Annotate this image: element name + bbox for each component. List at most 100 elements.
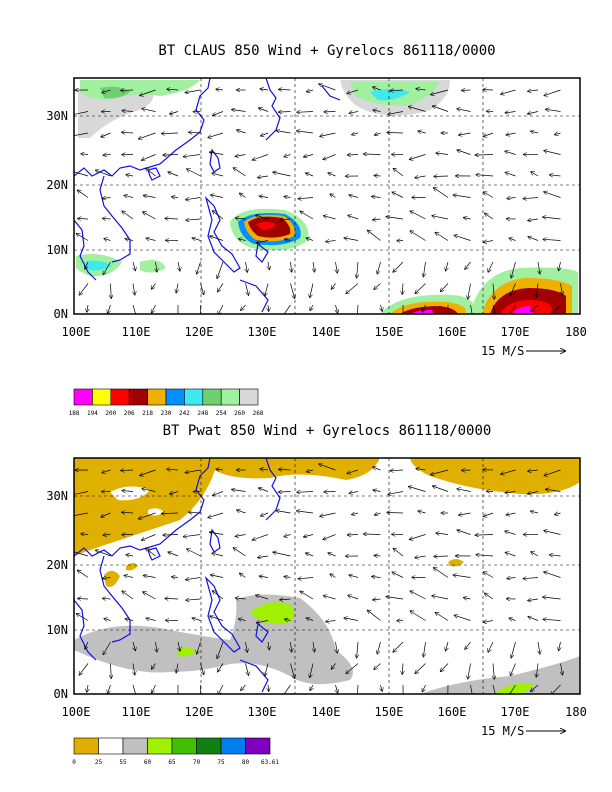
wind-vector <box>208 132 224 138</box>
wind-vector <box>544 469 561 476</box>
wind-vector <box>454 235 471 241</box>
wind-vector <box>459 513 471 515</box>
wind-vector <box>256 215 269 220</box>
wind-vector <box>304 535 314 537</box>
legend-swatch <box>147 388 167 406</box>
wind-vector <box>101 512 111 517</box>
legend-swatch <box>239 388 259 406</box>
wind-vector <box>393 549 404 557</box>
wind-vector <box>192 238 201 241</box>
wind-vector <box>233 548 246 557</box>
wind-vector <box>336 641 338 653</box>
wind-vector <box>409 487 426 492</box>
wind-vector <box>392 572 404 578</box>
wind-vector <box>307 90 314 92</box>
wind-vector <box>352 133 359 135</box>
wind-vector <box>165 598 179 599</box>
wind-vector <box>276 511 291 514</box>
wind-vector <box>349 492 359 494</box>
wind-vector <box>139 132 156 139</box>
wind-vector <box>550 555 561 556</box>
wind-vector <box>108 684 111 693</box>
wind-vector <box>422 304 426 312</box>
wind-vector <box>336 684 338 693</box>
wind-vector <box>163 155 179 156</box>
wind-vector <box>184 154 201 157</box>
wind-vector <box>546 109 561 111</box>
wind-vector <box>434 556 449 557</box>
wind-vector <box>103 598 111 599</box>
wind-vector <box>418 511 426 513</box>
wind-vector <box>232 490 246 492</box>
legend-swatch <box>73 388 93 406</box>
wind-vector <box>237 130 246 134</box>
wind-vector <box>189 132 201 133</box>
wind-vector <box>464 598 471 599</box>
wind-vector <box>256 241 269 243</box>
wind-vector <box>259 488 269 492</box>
wind-vector <box>432 596 449 600</box>
wind-vector <box>103 155 111 156</box>
wind-vector <box>336 261 338 273</box>
legend-swatch <box>220 737 246 755</box>
wind-vector <box>218 663 224 672</box>
wind-vector <box>122 591 134 600</box>
wind-vector <box>372 197 381 198</box>
wind-vector <box>538 261 540 274</box>
wind-vector <box>186 599 201 600</box>
wind-vector <box>509 238 516 240</box>
wind-vector <box>434 176 449 177</box>
wind-vector <box>77 614 89 621</box>
wind-vector <box>493 283 494 300</box>
wind-vector <box>388 111 404 115</box>
wind-vector <box>446 261 448 271</box>
wind-vector <box>375 133 381 135</box>
wind-vector <box>122 132 134 133</box>
legend-label: 188 <box>69 410 80 417</box>
wind-vector <box>133 261 135 271</box>
wind-vector <box>104 239 111 241</box>
wind-vector <box>103 641 111 655</box>
wind-vector <box>457 109 471 112</box>
wind-vector <box>133 641 135 651</box>
wind-vector <box>393 641 404 652</box>
wind-vector <box>436 153 449 155</box>
wind-vector <box>528 492 539 494</box>
wind-vector <box>468 283 471 299</box>
bottom-x-label: 140E <box>312 705 341 719</box>
wind-vector <box>410 154 426 160</box>
wind-vector <box>536 663 538 678</box>
wind-vector <box>446 641 448 651</box>
wind-vector <box>291 641 292 652</box>
bottom-map <box>74 458 580 694</box>
wind-vector <box>459 133 471 135</box>
wind-vector <box>103 535 111 536</box>
wind-vector <box>81 534 89 535</box>
wind-vector <box>544 89 561 96</box>
wind-vector <box>143 212 156 220</box>
top-y-axis-labels: 30N 20N 10N 0N <box>46 109 68 321</box>
wind-vector <box>297 492 314 493</box>
wind-vector <box>218 283 224 292</box>
wind-vector <box>501 89 516 94</box>
wind-vector <box>176 663 178 673</box>
wind-vector <box>279 89 291 90</box>
wind-vector <box>465 641 471 649</box>
wind-vector <box>213 491 224 496</box>
wind-vector <box>310 684 313 690</box>
wind-vector <box>239 239 246 241</box>
wind-vector <box>197 261 201 274</box>
wind-vector <box>245 283 249 296</box>
bottom-y-axis-labels: 30N 20N 10N 0N <box>46 489 68 701</box>
bottom-x-axis-labels: 100E 110E 120E 130E 140E 150E 160E 170E … <box>62 705 587 719</box>
wind-vector <box>511 261 516 278</box>
wind-vector <box>468 663 471 679</box>
legend-label: 248 <box>197 410 208 417</box>
wind-vector <box>285 239 291 240</box>
wind-vector <box>434 188 449 198</box>
wind-vector <box>185 89 201 93</box>
wind-vector <box>212 173 224 177</box>
wind-vector <box>373 219 381 220</box>
wind-vector <box>103 578 111 579</box>
legend-swatch <box>110 388 130 406</box>
